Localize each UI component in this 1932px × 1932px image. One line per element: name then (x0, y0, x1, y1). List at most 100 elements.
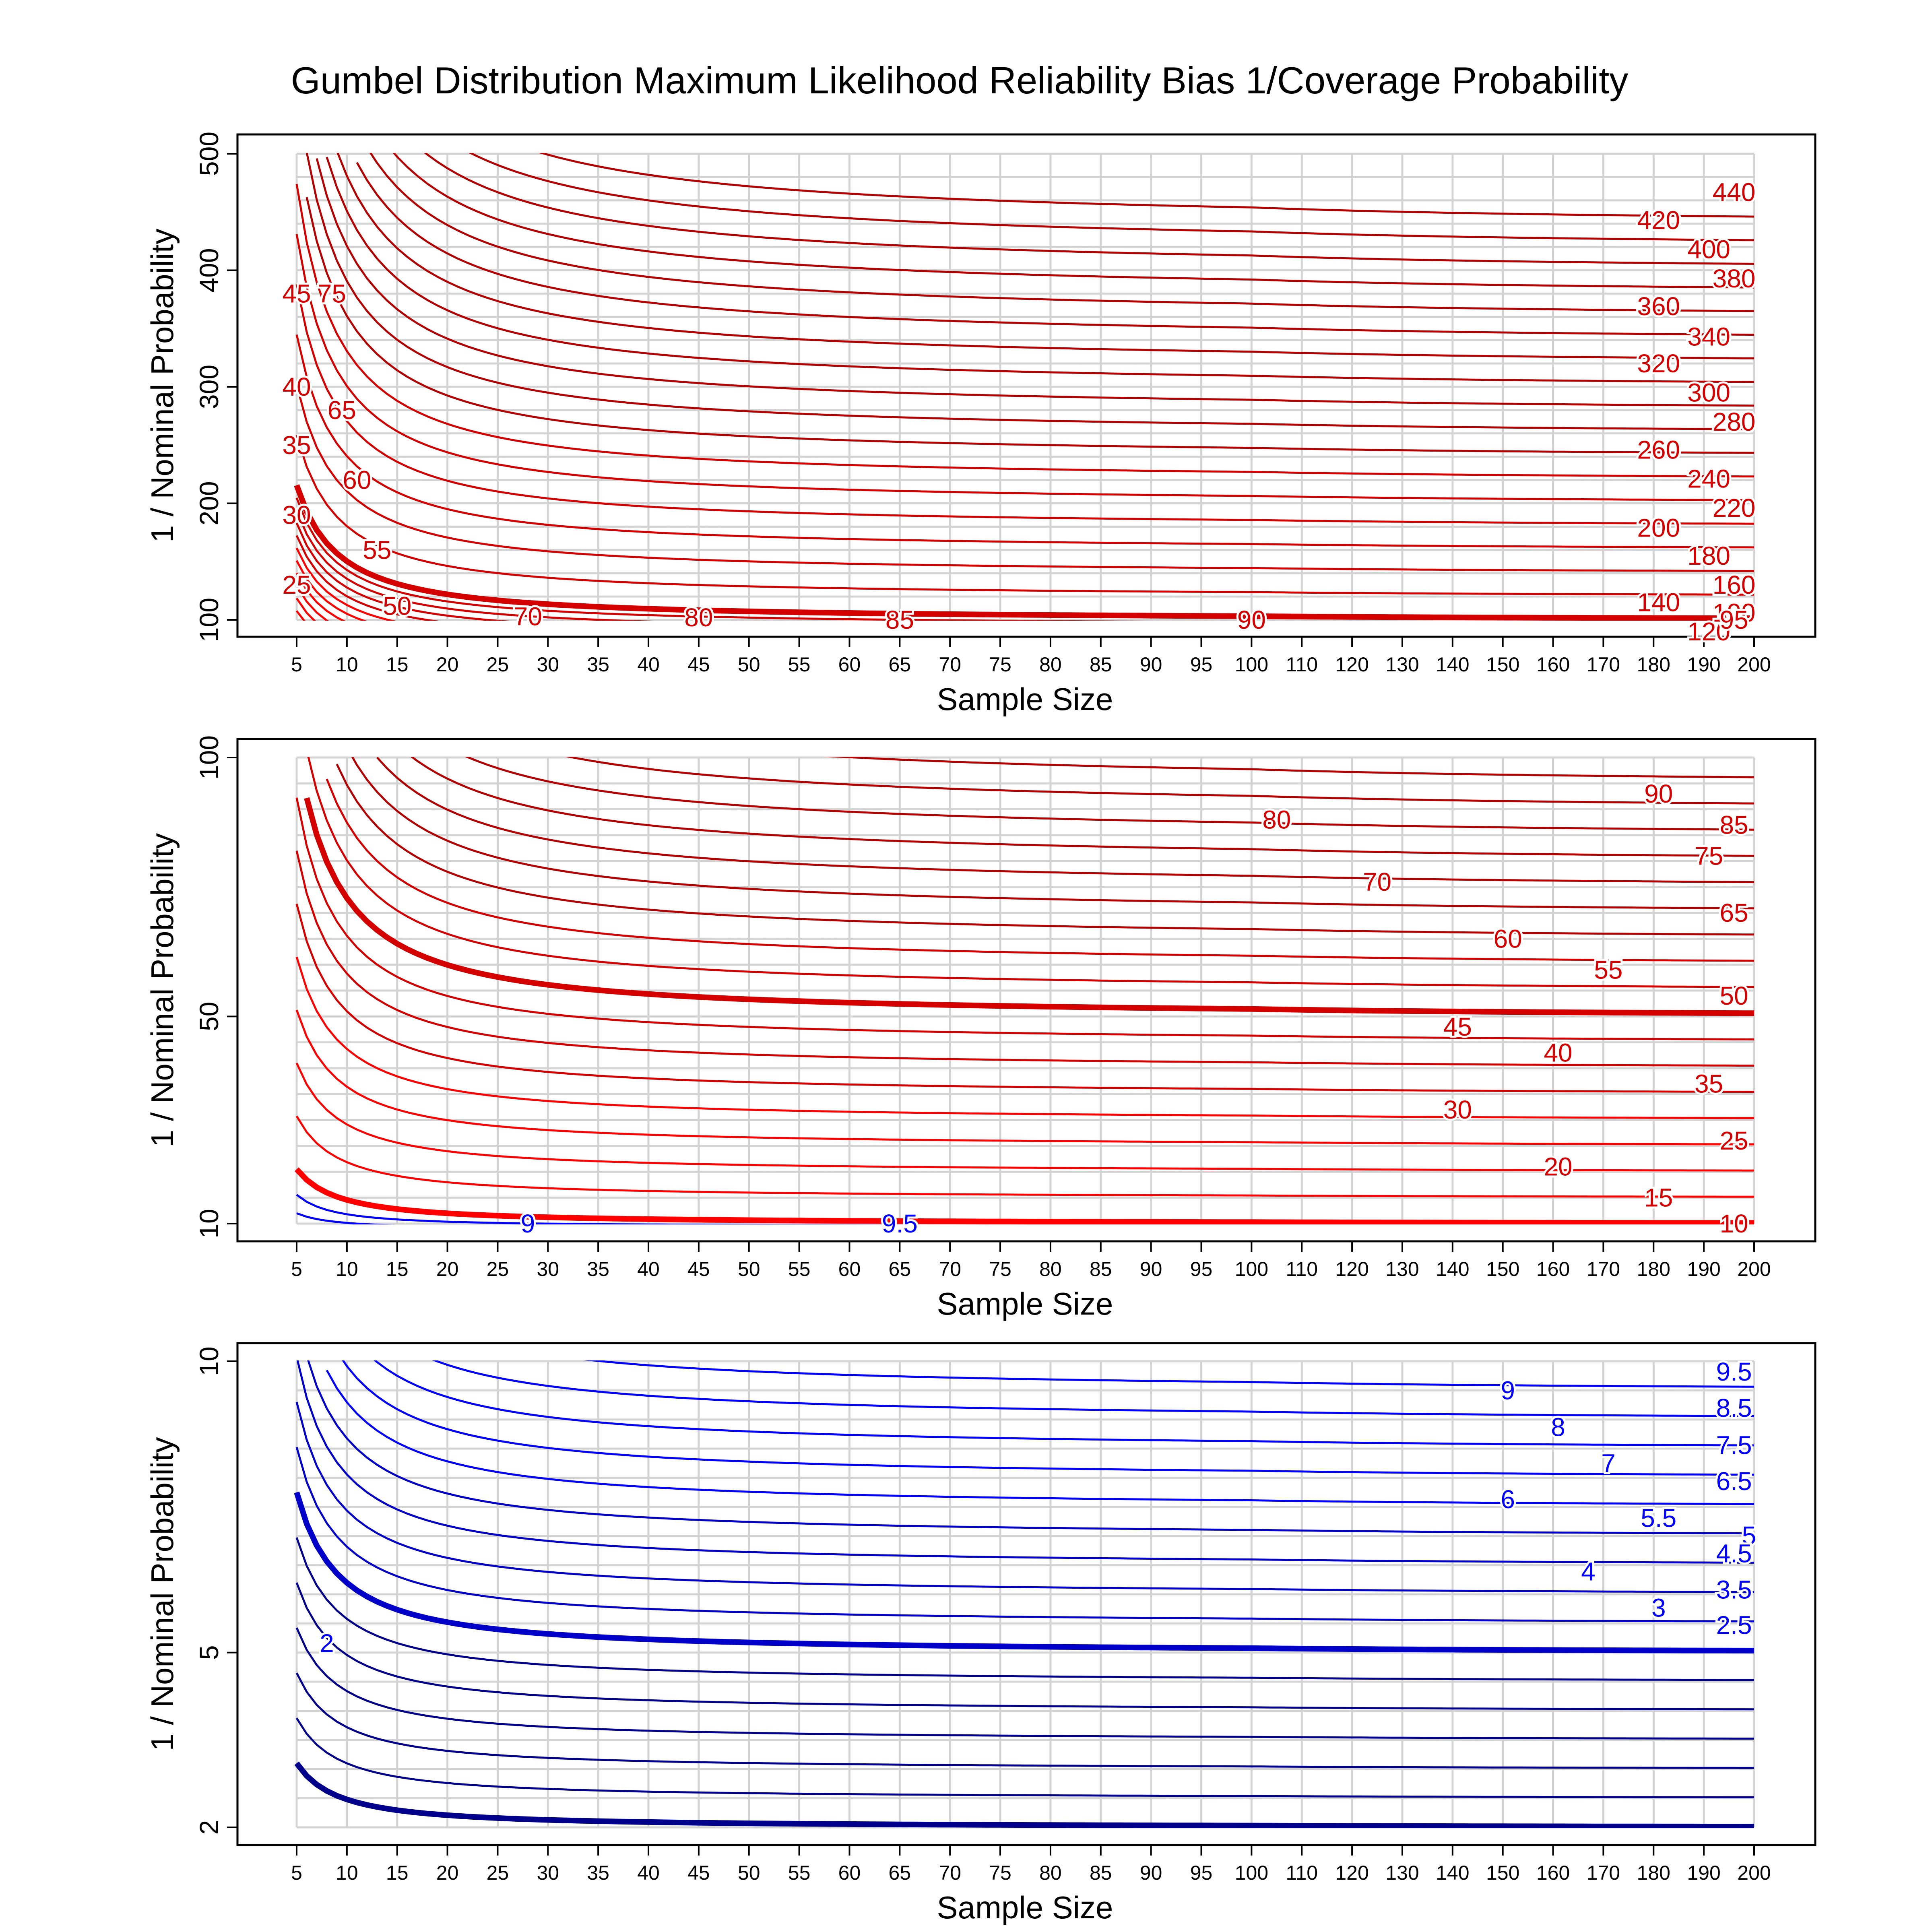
contour-label: 9.5 (1716, 1357, 1752, 1386)
x-axis-title: Sample Size (937, 1286, 1113, 1321)
contour-label: 200 (1637, 513, 1680, 542)
x-tick-label: 55 (788, 1862, 811, 1884)
contour-label: 440 (1713, 178, 1756, 207)
x-tick-label: 15 (386, 1862, 409, 1884)
x-tick-label: 30 (537, 1862, 559, 1884)
x-tick-label: 95 (1190, 1258, 1213, 1280)
x-tick-label: 110 (1286, 1862, 1318, 1884)
contour-line (295, 1115, 1754, 1198)
x-tick-label: 80 (1039, 1862, 1062, 1884)
x-tick-label: 150 (1486, 653, 1519, 676)
contour-label: 75 (318, 279, 346, 308)
contour-line (295, 560, 367, 621)
x-tick-label: 170 (1587, 1258, 1620, 1280)
x-tick-label: 10 (336, 653, 358, 676)
x-tick-label: 120 (1335, 653, 1368, 676)
contour-line (326, 778, 1754, 962)
contour-line (295, 497, 1146, 621)
contour-label: 4.5 (1716, 1539, 1752, 1568)
x-tick-label: 190 (1687, 653, 1720, 676)
contour-label: 3.5 (1716, 1575, 1752, 1604)
x-tick-label: 130 (1385, 1258, 1419, 1280)
x-tick-label: 55 (788, 1258, 811, 1280)
contour-line (307, 757, 1754, 988)
contour-line (294, 484, 1754, 621)
x-tick-label: 100 (1235, 1862, 1268, 1884)
x-tick-label: 110 (1286, 1258, 1318, 1280)
contour-label: 70 (514, 602, 542, 631)
x-tick-label: 130 (1385, 653, 1419, 676)
x-tick-label: 180 (1637, 1862, 1670, 1884)
contour-line (295, 1063, 1754, 1172)
contour-label: 70 (1363, 867, 1391, 896)
contour-line (295, 535, 439, 621)
x-tick-label: 50 (738, 1862, 760, 1884)
contour-line (392, 153, 1754, 289)
contour-line (326, 157, 1754, 383)
x-tick-label: 20 (436, 653, 459, 676)
contour-line (295, 522, 510, 621)
contour-label: 80 (684, 603, 713, 632)
contour-label: 9 (1501, 1376, 1515, 1405)
y-tick-label: 300 (194, 365, 224, 409)
contour-line (376, 757, 1754, 883)
contour-line (295, 184, 1754, 478)
x-tick-label: 20 (436, 1258, 459, 1280)
x-tick-label: 10 (336, 1258, 358, 1280)
contour-label: 180 (1687, 541, 1730, 570)
contour-label: 9 (521, 1209, 535, 1238)
contour-label: 5 (1742, 1521, 1757, 1550)
x-tick-label: 65 (889, 1862, 911, 1884)
x-tick-label: 180 (1637, 1258, 1670, 1280)
contour-line (432, 1360, 1754, 1417)
contour-label: 260 (1637, 435, 1680, 464)
x-tick-label: 150 (1486, 1258, 1519, 1280)
contour-line (468, 153, 1754, 242)
contour-line (295, 797, 1754, 1040)
contour-line (295, 510, 654, 621)
x-tick-label: 95 (1190, 1862, 1213, 1884)
contour-line (295, 435, 1754, 596)
x-tick-label: 35 (587, 1258, 609, 1280)
x-tick-label: 200 (1737, 1258, 1771, 1280)
contour-label: 420 (1637, 206, 1680, 235)
x-tick-label: 120 (1335, 1258, 1368, 1280)
x-tick-label: 70 (939, 653, 961, 676)
x-axis-title: Sample Size (937, 1890, 1113, 1925)
contour-label: 15 (1644, 1183, 1673, 1212)
contour-line (295, 597, 316, 621)
x-tick-label: 120 (1335, 1862, 1368, 1884)
x-tick-label: 90 (1140, 1862, 1162, 1884)
contour-label: 45 (1443, 1012, 1472, 1041)
contour-lines (294, 1360, 1754, 1828)
contour-line (356, 162, 1754, 336)
contour-line (294, 1761, 1754, 1828)
plot-frame (236, 133, 1816, 638)
contour-label: 55 (363, 535, 391, 564)
x-tick-label: 30 (537, 1258, 559, 1280)
plot-frame (236, 1342, 1816, 1846)
contour-line (295, 1717, 1754, 1798)
x-tick-label: 90 (1140, 653, 1162, 676)
contour-label: 60 (343, 466, 371, 495)
x-tick-label: 65 (889, 653, 911, 676)
x-tick-label: 85 (1090, 1258, 1112, 1280)
contour-label: 8 (1551, 1413, 1565, 1442)
contour-line (295, 585, 329, 621)
x-tick-label: 65 (889, 1258, 911, 1280)
contour-label: 5.5 (1641, 1503, 1676, 1532)
contour-label: 3 (1651, 1593, 1666, 1622)
contour-line (295, 1447, 1754, 1622)
contour-panel-bottom: 5 10 15 20 25 30 35 40 45 50 55 60 65 70 75 80 85 90 95 100… (144, 1342, 1816, 1925)
x-tick-label: 35 (587, 1862, 609, 1884)
contour-line (351, 757, 1754, 910)
contour-label: 320 (1637, 349, 1680, 378)
x-tick-label: 70 (939, 1258, 961, 1280)
contour-line (336, 764, 1754, 936)
x-tick-label: 50 (738, 1258, 760, 1280)
x-tick-label: 60 (838, 1258, 861, 1280)
contour-line (369, 153, 1754, 312)
contour-line (295, 384, 1754, 572)
contour-label: 40 (282, 372, 311, 401)
contour-panel-top: 5 10 15 20 25 30 35 40 45 50 55 60 65 70 75 80 85 90 95 100… (144, 132, 1816, 717)
